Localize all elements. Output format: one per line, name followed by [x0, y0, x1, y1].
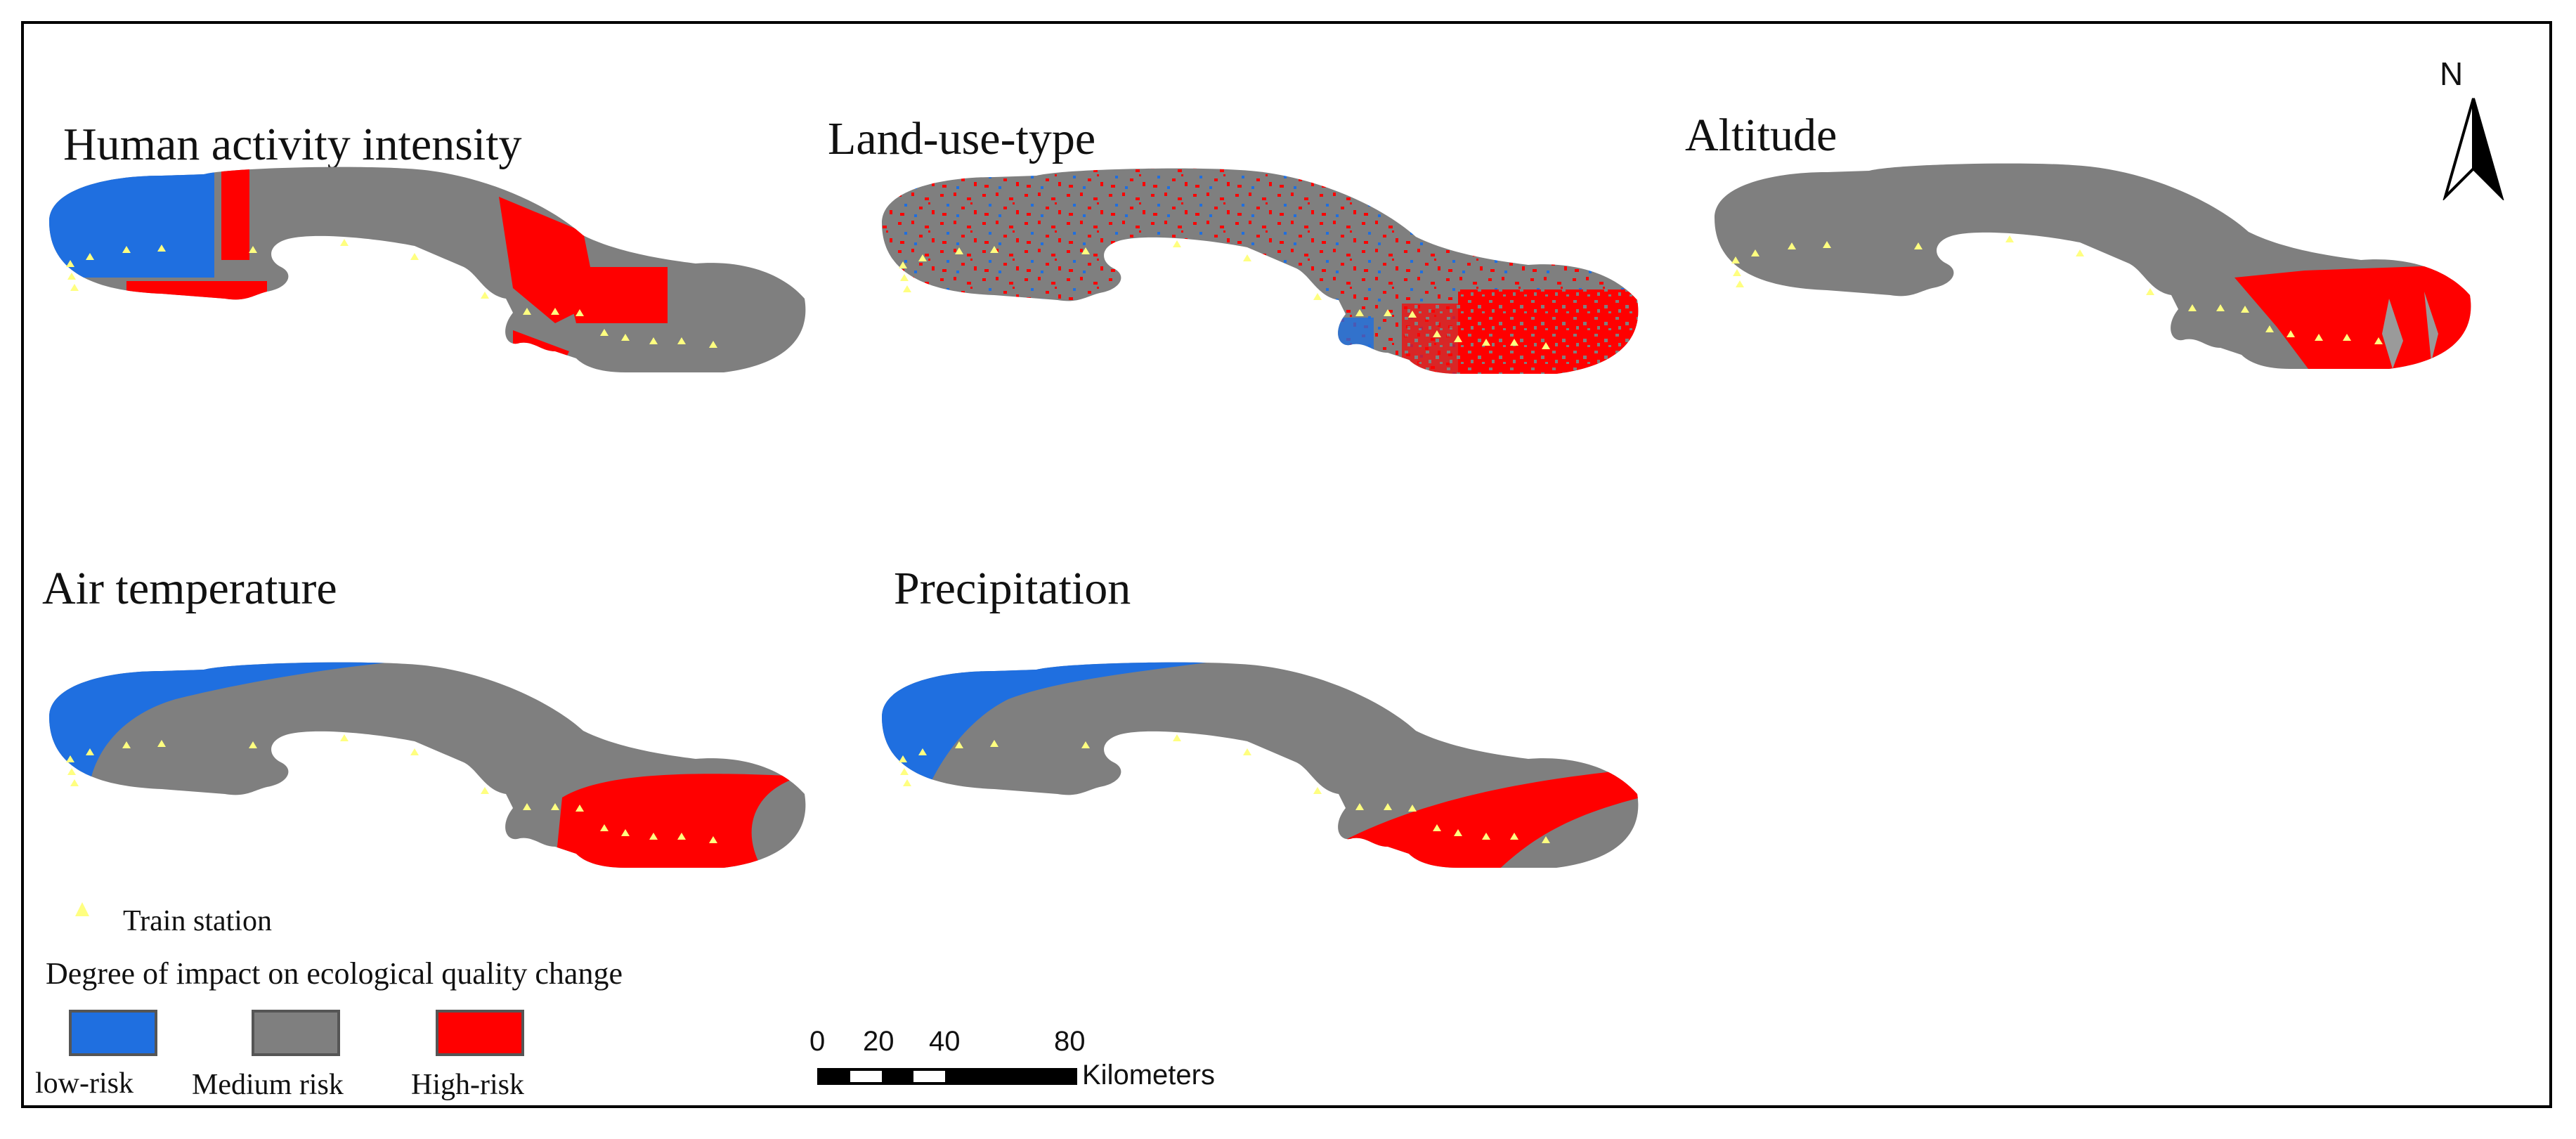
legend-swatch-medium-risk: [252, 1010, 340, 1056]
figure-border: [21, 21, 2552, 1108]
panel-title-air-temperature: Air temperature: [42, 563, 337, 614]
panel-title-precipitation: Precipitation: [894, 563, 1131, 614]
scale-tick-80: 80: [1054, 1026, 1086, 1057]
scale-tick-40: 40: [929, 1026, 961, 1057]
panel-title-altitude: Altitude: [1685, 110, 1837, 161]
legend-high-risk-label: High-risk: [411, 1069, 524, 1101]
panel-title-land-use: Land-use-type: [828, 113, 1096, 164]
legend-medium-risk-label: Medium risk: [192, 1069, 344, 1101]
scale-tick-20: 20: [863, 1026, 895, 1057]
train-station-symbol-icon: [75, 902, 89, 916]
map-precipitation: [882, 662, 1639, 868]
north-arrow-label: N: [2440, 56, 2464, 92]
map-land-use-type: [882, 168, 1639, 374]
map-air-temperature: [49, 662, 806, 868]
legend-low-risk-label: low-risk: [35, 1067, 134, 1100]
legend-train-station-label: Train station: [123, 905, 272, 937]
scale-unit-label: Kilometers: [1082, 1060, 1215, 1091]
panel-title-human-activity: Human activity intensity: [63, 119, 522, 170]
legend-swatch-low-risk: [69, 1010, 157, 1056]
map-altitude: [1715, 163, 2471, 369]
scale-tick-0: 0: [809, 1026, 826, 1057]
scale-bar: [817, 1068, 1077, 1085]
north-arrow-icon: [2442, 98, 2504, 200]
legend-heading: Degree of impact on ecological quality c…: [46, 956, 623, 991]
legend-swatch-high-risk: [436, 1010, 524, 1056]
map-human-activity-intensity: [49, 167, 806, 372]
